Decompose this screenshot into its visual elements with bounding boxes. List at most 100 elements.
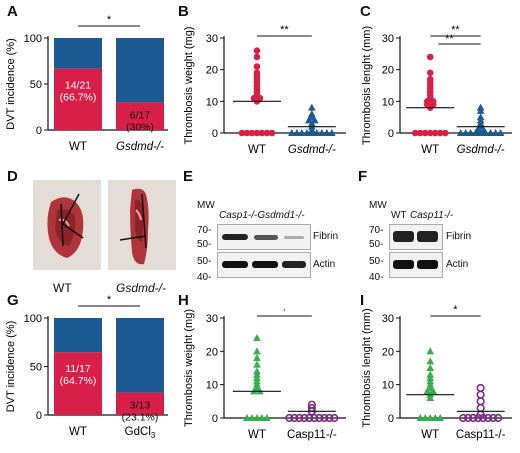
data-point-B-0-20 bbox=[268, 129, 276, 137]
blot-e-marker-3: 50- bbox=[197, 256, 212, 267]
data-point-I-1-9 bbox=[479, 413, 488, 423]
data-point-H-1-8 bbox=[310, 413, 319, 423]
photo-label-gsdmd: Gsdmd-/- bbox=[116, 281, 167, 295]
y-tick-label-G-2: 100 bbox=[24, 313, 42, 325]
data-point-C-1-14 bbox=[486, 129, 495, 136]
data-point-H-0-13 bbox=[248, 414, 256, 421]
blot-f-fibrin-label: Fibrin bbox=[446, 231, 472, 242]
panel-label-B: B bbox=[178, 3, 189, 20]
sig-mark-H: · bbox=[283, 304, 287, 316]
data-point-I-0-2 bbox=[426, 364, 435, 371]
panel-label-I: I bbox=[360, 292, 365, 309]
data-point-H-1-4 bbox=[290, 413, 299, 423]
sig-mark-C: ** bbox=[451, 24, 460, 36]
y-tick-label-B-3: 30 bbox=[206, 33, 218, 45]
y-tick-label-C-2: 20 bbox=[382, 65, 394, 77]
data-point-C-1-11 bbox=[471, 129, 480, 136]
panel-label-G: G bbox=[7, 292, 19, 309]
data-point-I-0-0 bbox=[426, 347, 435, 355]
data-point-B-1-13 bbox=[313, 129, 321, 136]
data-point-I-0-11 bbox=[426, 394, 435, 401]
data-point-H-1-6 bbox=[300, 413, 309, 423]
data-point-C-0-18 bbox=[431, 129, 439, 137]
y-tick-label-I-3: 30 bbox=[382, 313, 394, 325]
data-point-H-0-1 bbox=[253, 347, 261, 355]
data-point-B-0-17 bbox=[253, 129, 261, 137]
blot-e-fibrin-band-3 bbox=[284, 236, 304, 239]
x-tick-label-G-0: WT bbox=[69, 426, 87, 438]
y-axis-label-G: DVT incidence (%) bbox=[5, 321, 17, 413]
data-point-C-1-12 bbox=[476, 129, 485, 136]
data-point-B-0-18 bbox=[258, 129, 266, 137]
y-axis-label-I: Thrombosis lenght (mm) bbox=[361, 308, 373, 427]
data-point-H-0-2 bbox=[253, 354, 261, 361]
data-point-H-0-3 bbox=[253, 360, 261, 368]
blot-e-fibrin-band-1 bbox=[222, 234, 248, 240]
data-point-H-0-0 bbox=[253, 334, 261, 341]
data-point-B-1-10 bbox=[298, 129, 306, 136]
data-point-C-1-8 bbox=[456, 129, 465, 136]
y-tick-label-I-1: 10 bbox=[382, 380, 394, 392]
bar-blue-A-1 bbox=[116, 38, 164, 103]
blot-e-header: Casp1-/-Gsdmd1-/- bbox=[219, 210, 305, 221]
y-tick-label-A-2: 100 bbox=[24, 33, 42, 45]
chart-thrombosis-length-i: 0 10 20 30 Thrombosis lenght (mm) WT Casp11-/-… bbox=[361, 304, 512, 441]
blot-e-marker-1: 70- bbox=[197, 225, 212, 236]
y-tick-label-H-1: 10 bbox=[206, 380, 218, 392]
sig-mark-G: * bbox=[107, 294, 112, 306]
data-point-B-1-16 bbox=[328, 129, 336, 136]
data-point-C-0-19 bbox=[436, 129, 444, 137]
data-point-H-0-9 bbox=[253, 384, 261, 391]
data-point-C-0-20 bbox=[441, 129, 449, 137]
bar-red-G-1 bbox=[116, 392, 164, 415]
data-point-H-1-9 bbox=[315, 413, 324, 423]
data-point-C-0-1 bbox=[426, 69, 434, 77]
panel-label-C: C bbox=[360, 3, 371, 20]
data-point-B-0-16 bbox=[248, 129, 256, 137]
thrombus-photo-gsdmd bbox=[108, 180, 176, 270]
blot-e-actin-label: Actin bbox=[313, 259, 336, 270]
blot-e-marker-4: 40- bbox=[197, 272, 212, 283]
y-axis-label-H: Thrombosis weight (mg) bbox=[183, 309, 195, 427]
y-tick-label-C-0: 0 bbox=[388, 128, 394, 140]
y-tick-label-G-1: 50 bbox=[30, 362, 42, 374]
blot-e-fibrin-label: Fibrin bbox=[313, 231, 339, 242]
chart-thrombosis-length-c: 0 10 20 30 Thrombosis lenght (mm) WT Gsdmd-/- *… bbox=[361, 24, 512, 156]
x-tick-label-H-1: Casp11-/- bbox=[287, 429, 337, 441]
blot-f-marker-3: 50- bbox=[369, 256, 384, 267]
blot-f-fibrin-band-1 bbox=[393, 231, 414, 242]
blot-f-actin-band-1 bbox=[393, 260, 414, 269]
blot-e-mw: MW bbox=[197, 200, 215, 211]
data-point-I-1-12 bbox=[494, 413, 503, 423]
chart-dvt-incidence-a: 0 50 100 DVT incidence (%) 14/21 (66.7%) WT 6/1… bbox=[5, 14, 168, 153]
bar-blue-G-0 bbox=[54, 318, 102, 353]
data-point-C-0-14 bbox=[411, 129, 419, 137]
data-point-H-1-7 bbox=[305, 413, 314, 423]
x-tick-label-B-0: WT bbox=[248, 144, 266, 156]
x-tick-label-A-0: WT bbox=[69, 141, 87, 153]
data-point-H-1-3 bbox=[285, 413, 294, 423]
y-tick-label-I-2: 20 bbox=[382, 346, 394, 358]
bar-label-G-0: 11/17 (64.7%) bbox=[60, 363, 97, 387]
data-point-B-1-0 bbox=[308, 103, 316, 111]
data-point-C-1-15 bbox=[491, 129, 500, 136]
blot-f-marker-4: 40- bbox=[369, 272, 384, 283]
thrombus-wt-illustration bbox=[47, 193, 84, 258]
data-point-C-0-17 bbox=[426, 129, 434, 137]
y-tick-label-G-0: 0 bbox=[36, 410, 42, 422]
data-point-I-0-16 bbox=[436, 414, 445, 421]
data-point-C-0-0 bbox=[426, 53, 434, 61]
sig-mark-A: * bbox=[107, 14, 112, 26]
blot-f-actin-strip bbox=[389, 252, 443, 278]
data-point-H-1-10 bbox=[320, 413, 329, 423]
x-tick-label-C-1: Gsdmd-/- bbox=[457, 144, 505, 156]
chart-thrombosis-weight-h: 0 10 20 30 Thrombosis weight (mg) WT Casp11-/-… bbox=[183, 304, 346, 441]
thrombus-photo-wt bbox=[33, 180, 101, 270]
y-tick-label-C-1: 10 bbox=[382, 96, 394, 108]
photo-label-wt: WT bbox=[53, 281, 72, 295]
panel-label-H: H bbox=[178, 292, 189, 309]
chart-dvt-incidence-g: 0 50 100 DVT incidence (%) 11/17 (64.7%) WT 3/1… bbox=[5, 294, 168, 440]
blot-e-actin-band-2 bbox=[252, 261, 278, 268]
data-point-I-1-5 bbox=[459, 413, 468, 423]
blot-f-fibrin-strip bbox=[389, 224, 443, 250]
